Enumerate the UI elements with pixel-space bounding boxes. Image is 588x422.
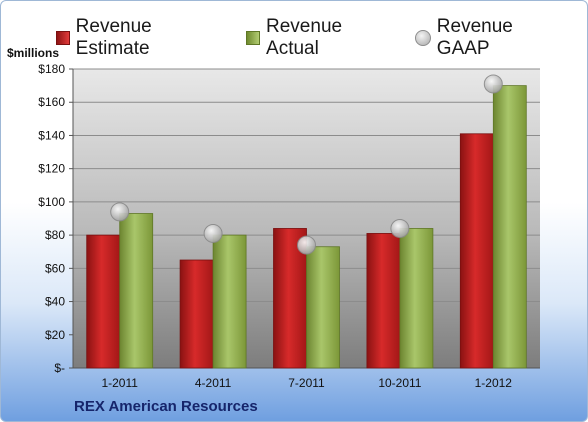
bar-revenue-actual (212, 234, 247, 369)
y-tick-label: $120 (38, 162, 65, 176)
bar-revenue-estimate (459, 133, 494, 369)
y-tick-label: $160 (38, 95, 65, 109)
legend-item-gaap: Revenue GAAP (415, 16, 567, 60)
bar-revenue-actual (306, 246, 340, 369)
y-tick-label: $100 (38, 195, 65, 209)
marker-revenue-gaap (110, 202, 130, 222)
y-tick-label: $- (54, 361, 65, 375)
bar-revenue-actual (119, 213, 154, 369)
bar-revenue-estimate (86, 234, 121, 369)
y-tick-label: $180 (38, 62, 65, 76)
bars (86, 85, 527, 369)
legend-item-actual: Revenue Actual (246, 16, 395, 60)
legend-label-gaap: Revenue GAAP (436, 16, 513, 59)
marker-revenue-gaap (483, 74, 503, 94)
x-tick-label: 1-2011 (101, 376, 138, 390)
gaap-markers (110, 74, 503, 255)
y-tick-label: $40 (45, 295, 65, 309)
legend-item-estimate: Revenue Estimate (56, 16, 226, 60)
company-name: REX American Resources (74, 398, 258, 415)
y-tick-label: $80 (45, 228, 65, 242)
y-tick-label: $60 (45, 261, 65, 275)
legend: Revenue Estimate Revenue Actual Revenue … (56, 16, 587, 60)
y-axis-unit-label: $millions (7, 46, 60, 60)
marker-revenue-gaap (297, 235, 316, 255)
x-tick-label: 4-2011 (195, 376, 232, 390)
y-tick-label: $140 (38, 128, 65, 142)
y-tick-label: $20 (45, 328, 65, 342)
bar-revenue-estimate (179, 259, 214, 369)
bar-revenue-actual (492, 85, 527, 369)
legend-swatch-actual (246, 31, 261, 45)
bar-revenue-actual (399, 228, 434, 369)
legend-label-actual: Revenue Actual (266, 16, 343, 59)
x-tick-label: 1-2012 (475, 376, 513, 390)
marker-revenue-gaap (390, 218, 410, 238)
x-tick-label: 7-2011 (288, 376, 325, 390)
legend-swatch-gaap (415, 30, 431, 46)
legend-label-estimate: Revenue Estimate (75, 16, 152, 59)
x-axis-ticks: 1-2011 4-2011 7-2011 10-2011 1-2012 (101, 376, 512, 390)
bar-revenue-estimate (366, 233, 401, 369)
marker-revenue-gaap (203, 223, 223, 243)
legend-swatch-estimate (56, 31, 70, 45)
x-tick-label: 10-2011 (378, 376, 421, 390)
